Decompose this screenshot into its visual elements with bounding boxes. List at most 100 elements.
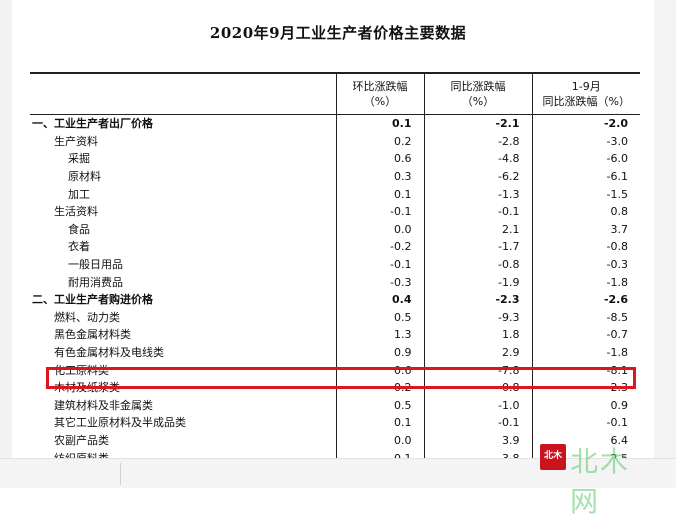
- row-ytd-value: -1.5: [531, 185, 640, 203]
- header-category: [30, 72, 336, 115]
- row-ytd-value: 3.7: [531, 220, 640, 239]
- row-ytd-value: -0.3: [531, 255, 640, 274]
- table-row: 燃料、动力类 0.5 -9.3 -8.5: [30, 308, 640, 327]
- row-ytd-value: -8.1: [531, 361, 640, 379]
- row-label: 一般日用品: [68, 258, 123, 272]
- header-ytd-line2: 同比涨跌幅（%）: [542, 95, 630, 108]
- row-mom-value: 0.2: [335, 132, 424, 151]
- row-mom-value: -0.1: [335, 202, 424, 221]
- table-row: 黑色金属材料类 1.3 1.8 -0.7: [30, 326, 640, 344]
- header-yoy-line1: 同比涨跌幅: [450, 80, 506, 93]
- row-yoy-value: -0.8: [423, 255, 532, 274]
- table-row: 耐用消费品 -0.3 -1.9 -1.8: [30, 273, 640, 291]
- table-row: 原材料 0.3 -6.2 -6.1: [30, 167, 640, 186]
- row-yoy-value: -1.0: [423, 396, 532, 415]
- row-ytd-value: -0.7: [531, 326, 640, 344]
- table-row: 一、工业生产者出厂价格 0.1 -2.1 -2.0: [30, 114, 640, 133]
- row-label: 加工: [68, 187, 90, 201]
- row-yoy-value: -2.8: [423, 132, 532, 151]
- row-mom-value: 0.1: [335, 114, 424, 133]
- row-yoy-value: -0.1: [423, 414, 532, 432]
- table-row: 二、工业生产者购进价格 0.4 -2.3 -2.6: [30, 290, 640, 309]
- table-row: 采掘 0.6 -4.8 -6.0: [30, 150, 640, 168]
- row-mom-value: 0.1: [335, 185, 424, 203]
- row-ytd-value: -0.1: [531, 414, 640, 432]
- header-yoy-line2: （%）: [461, 95, 495, 108]
- row-yoy-value: -6.2: [423, 167, 532, 186]
- row-ytd-value: -1.8: [531, 343, 640, 362]
- row-ytd-value: -8.5: [531, 308, 640, 327]
- table-row: 生产资料 0.2 -2.8 -3.0: [30, 132, 640, 151]
- row-label: 衣着: [68, 240, 90, 254]
- row-ytd-value: -2.0: [531, 114, 640, 133]
- row-mom-value: 1.3: [335, 326, 424, 344]
- row-yoy-value: -0.8: [423, 378, 532, 397]
- row-label: 农副产品类: [54, 433, 109, 447]
- table-row: 加工 0.1 -1.3 -1.5: [30, 185, 640, 203]
- row-yoy-value: -2.1: [423, 114, 532, 133]
- row-mom-value: -0.2: [335, 238, 424, 256]
- row-label: 建筑材料及非金属类: [54, 398, 153, 412]
- row-yoy-value: -9.3: [423, 308, 532, 327]
- row-ytd-value: -6.0: [531, 150, 640, 168]
- header-mom-line2: （%）: [363, 95, 397, 108]
- bottom-bar: [0, 458, 676, 488]
- row-label: 二、工业生产者购进价格: [32, 293, 153, 307]
- row-mom-value: 0.3: [335, 167, 424, 186]
- row-label: 化工原料类: [54, 363, 109, 377]
- row-yoy-value: 3.9: [423, 431, 532, 450]
- row-label: 一、工业生产者出厂价格: [32, 117, 153, 131]
- row-yoy-value: -4.8: [423, 150, 532, 168]
- row-label: 其它工业原材料及半成品类: [54, 416, 186, 430]
- row-mom-value: 0.1: [335, 414, 424, 432]
- watermark-logo: 北木 北木网: [540, 444, 650, 518]
- row-yoy-value: -1.9: [423, 273, 532, 291]
- row-mom-value: -0.1: [335, 255, 424, 274]
- row-yoy-value: -0.1: [423, 202, 532, 221]
- table-row: 木材及纸浆类 0.2 -0.8 -2.3: [30, 378, 640, 397]
- row-yoy-value: -7.8: [423, 361, 532, 379]
- table-row: 有色金属材料及电线类 0.9 2.9 -1.8: [30, 343, 640, 362]
- row-ytd-value: -2.6: [531, 290, 640, 309]
- row-mom-value: 0.6: [335, 150, 424, 168]
- row-mom-value: 0.5: [335, 396, 424, 415]
- row-ytd-value: -3.0: [531, 132, 640, 151]
- table-row: 建筑材料及非金属类 0.5 -1.0 0.9: [30, 396, 640, 415]
- row-label: 生产资料: [54, 134, 98, 148]
- row-yoy-value: 1.8: [423, 326, 532, 344]
- header-ytd-line1: 1-9月: [571, 80, 601, 93]
- row-mom-value: 0.6: [335, 361, 424, 379]
- row-mom-value: -0.3: [335, 273, 424, 291]
- table-row: 生活资料 -0.1 -0.1 0.8: [30, 202, 640, 221]
- row-mom-value: 0.5: [335, 308, 424, 327]
- page-title: 2020年9月工业生产者价格主要数据: [209, 24, 467, 42]
- row-label: 原材料: [68, 170, 101, 184]
- row-yoy-value: -2.3: [423, 290, 532, 309]
- table-row: 一般日用品 -0.1 -0.8 -0.3: [30, 255, 640, 274]
- row-mom-value: 0.9: [335, 343, 424, 362]
- row-ytd-value: -1.8: [531, 273, 640, 291]
- header-ytd: 1-9月 同比涨跌幅（%）: [531, 72, 640, 115]
- row-yoy-value: 2.9: [423, 343, 532, 362]
- row-label: 食品: [68, 222, 90, 236]
- row-label: 木材及纸浆类: [54, 381, 120, 395]
- table-row: 食品 0.0 2.1 3.7: [30, 220, 640, 239]
- row-mom-value: 0.2: [335, 378, 424, 397]
- header-mom-line1: 环比涨跌幅: [352, 80, 408, 93]
- row-ytd-value: -2.3: [531, 378, 640, 397]
- row-mom-value: 0.0: [335, 220, 424, 239]
- row-label: 有色金属材料及电线类: [54, 346, 164, 360]
- row-yoy-value: 2.1: [423, 220, 532, 239]
- row-mom-value: 0.4: [335, 290, 424, 309]
- row-ytd-value: 0.9: [531, 396, 640, 415]
- row-ytd-value: -6.1: [531, 167, 640, 186]
- bottom-divider: [120, 463, 121, 485]
- row-label: 生活资料: [54, 205, 98, 219]
- table-header-row: 环比涨跌幅 （%） 同比涨跌幅 （%） 1-9月 同比涨跌幅（%）: [30, 72, 640, 115]
- row-label: 耐用消费品: [68, 275, 123, 289]
- row-mom-value: 0.0: [335, 431, 424, 450]
- left-margin: [0, 0, 12, 487]
- right-margin: [654, 0, 676, 487]
- watermark-text: 北木网: [570, 445, 631, 518]
- row-yoy-value: -1.3: [423, 185, 532, 203]
